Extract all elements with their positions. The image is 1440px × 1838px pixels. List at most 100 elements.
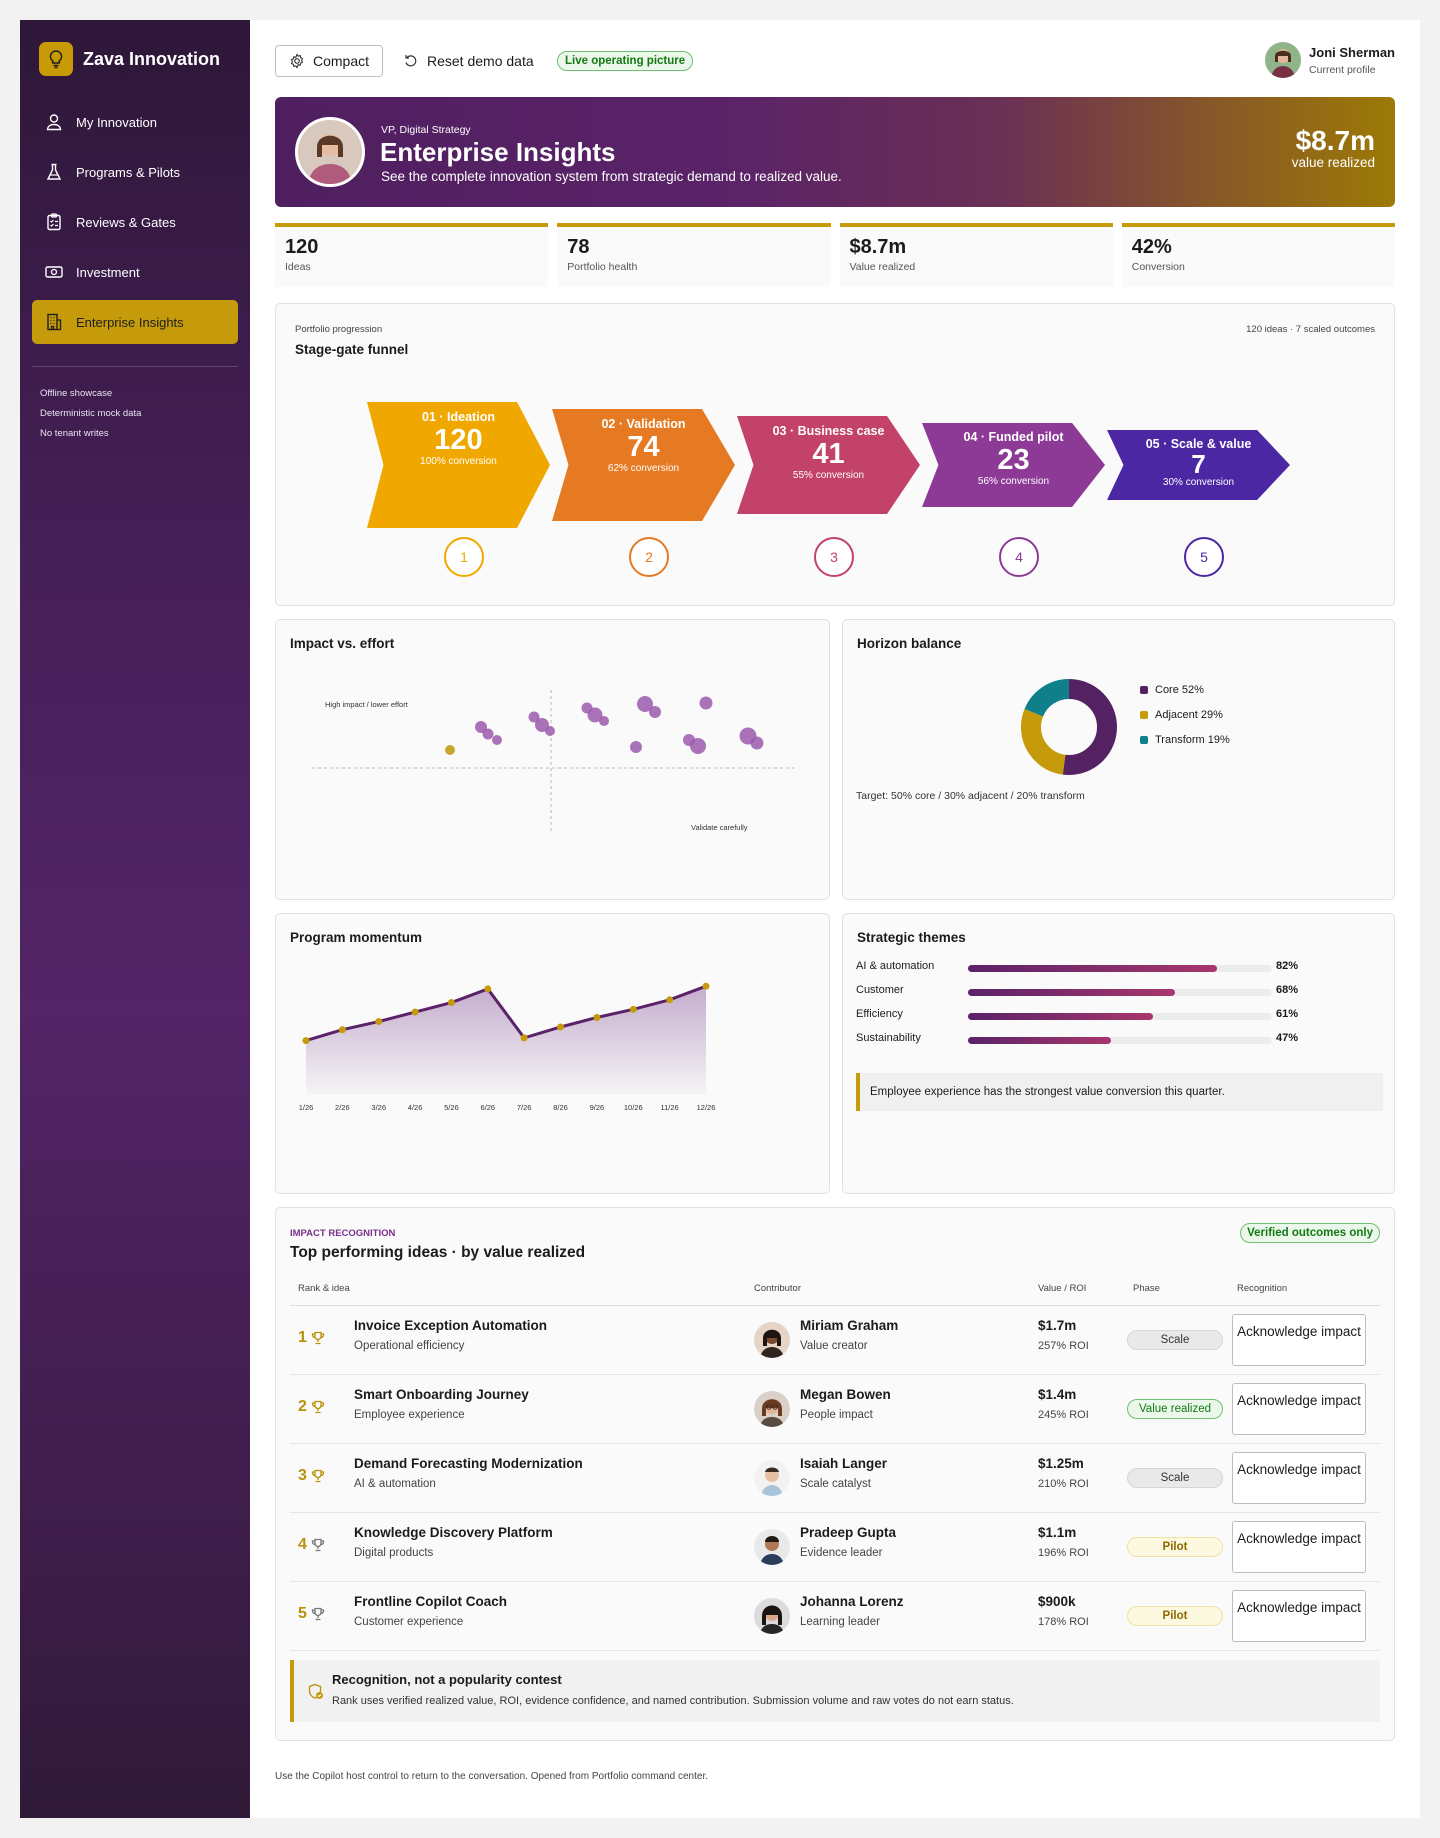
acknowledge-impact-button[interactable]: Acknowledge impact [1232, 1521, 1366, 1573]
kpi-value: 120 [285, 236, 319, 258]
brand[interactable]: Zava Innovation [39, 42, 220, 76]
stage-name: 01 · Ideation [422, 410, 495, 424]
sidebar-item-enterprise-insights[interactable]: Enterprise Insights [32, 300, 238, 344]
shield-check-icon [308, 1683, 323, 1699]
idea-title[interactable]: Smart Onboarding Journey [354, 1387, 529, 1402]
stage-name: 03 · Business case [772, 424, 885, 438]
momentum-point[interactable] [302, 1037, 310, 1045]
idea-title[interactable]: Frontline Copilot Coach [354, 1594, 507, 1609]
stage-name: 02 · Validation [601, 417, 686, 431]
scatter-point[interactable] [599, 716, 609, 726]
compact-label: Compact [312, 53, 370, 69]
rank: 5 [298, 1605, 325, 1623]
momentum-area [306, 986, 706, 1095]
stage-step-4[interactable]: 4 [999, 537, 1039, 577]
scatter-point[interactable] [528, 711, 540, 723]
contributor-name: Isaiah Langer [800, 1456, 888, 1471]
stage-step-1[interactable]: 1 [444, 537, 484, 577]
theme-bar [968, 1037, 1111, 1044]
stage-step-2[interactable]: 2 [629, 537, 669, 577]
contributor-role: Learning leader [800, 1616, 880, 1628]
momentum-point[interactable] [593, 1013, 601, 1021]
contributor-name: Pradeep Gupta [800, 1525, 897, 1540]
scatter-point[interactable] [630, 741, 642, 753]
theme-track [968, 989, 1272, 996]
hero-subtitle: See the complete innovation system from … [381, 169, 842, 184]
sidebar-item-programs-pilots[interactable]: Programs & Pilots [32, 150, 238, 194]
scatter-point-highlight[interactable] [445, 745, 455, 755]
momentum-point[interactable] [666, 996, 674, 1004]
avatar [754, 1529, 790, 1565]
scatter-point[interactable] [545, 726, 555, 736]
scatter-point[interactable] [750, 736, 764, 750]
contributor-name: Johanna Lorenz [800, 1594, 904, 1609]
horizon-legend: Core 52% Adjacent 29% Transform 19% [1140, 684, 1230, 759]
momentum-point[interactable] [338, 1026, 346, 1034]
sidebar-item-investment[interactable]: Investment [32, 250, 238, 294]
table-row: 1 Invoice Exception Automation Operation… [290, 1306, 1380, 1375]
idea-title[interactable]: Demand Forecasting Modernization [354, 1456, 583, 1471]
acknowledge-impact-button[interactable]: Acknowledge impact [1232, 1590, 1366, 1642]
acknowledge-impact-button[interactable]: Acknowledge impact [1232, 1452, 1366, 1504]
theme-insight-note: Employee experience has the strongest va… [856, 1073, 1383, 1111]
page-title: Enterprise Insights [380, 137, 616, 167]
value-amount: $1.1m [1038, 1525, 1077, 1540]
funnel-stage-funded-pilot[interactable]: 04 · Funded pilot 23 56% conversion [922, 423, 1105, 507]
momentum-point[interactable] [557, 1023, 565, 1031]
stage-conversion: 62% conversion [607, 463, 680, 474]
rank-number: 1 [298, 1329, 307, 1346]
momentum-point[interactable] [629, 1005, 637, 1013]
scatter-point[interactable] [637, 696, 653, 712]
donut-segment-2[interactable] [1021, 679, 1117, 775]
reset-demo-button[interactable]: Reset demo data [403, 45, 534, 77]
card-title: Program momentum [290, 930, 423, 945]
compact-button[interactable]: Compact [275, 45, 383, 77]
contributor-role: Evidence leader [800, 1547, 883, 1559]
stage-count: 7 [1191, 449, 1206, 479]
stage-step-3[interactable]: 3 [814, 537, 854, 577]
scatter-point[interactable] [690, 738, 706, 754]
rank-number: 5 [298, 1605, 307, 1622]
funnel-stage-scale-value[interactable]: 05 · Scale & value 7 30% conversion [1107, 430, 1290, 500]
scatter-point[interactable] [492, 735, 502, 745]
scatter-point[interactable] [535, 718, 549, 732]
toolbar: Compact Reset demo data Live operating p… [275, 42, 1395, 81]
scatter-point[interactable] [587, 707, 603, 723]
funnel-stage-ideation[interactable]: 01 · Ideation 120 100% conversion [367, 402, 550, 528]
funnel-stage-business-case[interactable]: 03 · Business case 41 55% conversion [737, 416, 920, 514]
sidebar-item-my-innovation[interactable]: My Innovation [32, 100, 238, 144]
value-amount: $1.4m [1038, 1387, 1077, 1402]
idea-title[interactable]: Invoice Exception Automation [354, 1318, 548, 1333]
momentum-point[interactable] [702, 982, 710, 990]
trophy-icon [311, 1469, 325, 1483]
legend-swatch [1140, 736, 1148, 744]
sidebar-divider [32, 366, 238, 367]
scatter-point[interactable] [699, 696, 713, 710]
stage-count: 120 [434, 424, 483, 456]
scatter-point[interactable] [482, 728, 494, 740]
stage-count: 23 [997, 444, 1030, 476]
momentum-point[interactable] [411, 1008, 419, 1016]
stage-name: 04 · Funded pilot [963, 430, 1064, 444]
acknowledge-impact-button[interactable]: Acknowledge impact [1232, 1314, 1366, 1366]
momentum-point[interactable] [520, 1034, 528, 1042]
money-icon [45, 266, 63, 278]
card-title: Impact vs. effort [290, 636, 395, 651]
sidebar-item-reviews-gates[interactable]: Reviews & Gates [32, 200, 238, 244]
value-roi: 196% ROI [1038, 1547, 1089, 1559]
scatter-point[interactable] [475, 721, 487, 733]
momentum-point[interactable] [484, 985, 492, 993]
momentum-point[interactable] [447, 999, 455, 1007]
current-profile[interactable]: Joni Sherman Current profile [1265, 42, 1395, 78]
sidebar-note: Offline showcase [40, 388, 113, 399]
donut-segment-1[interactable] [1021, 679, 1117, 775]
idea-title[interactable]: Knowledge Discovery Platform [354, 1525, 553, 1540]
acknowledge-impact-button[interactable]: Acknowledge impact [1232, 1383, 1366, 1435]
momentum-point[interactable] [375, 1018, 383, 1026]
stage-step-5[interactable]: 5 [1184, 537, 1224, 577]
funnel-stage-validation[interactable]: 02 · Validation 74 62% conversion [552, 409, 735, 521]
legend-swatch [1140, 711, 1148, 719]
x-tick-label: 10/26 [624, 1103, 643, 1112]
scatter-point[interactable] [649, 706, 661, 718]
theme-track [968, 1037, 1272, 1044]
